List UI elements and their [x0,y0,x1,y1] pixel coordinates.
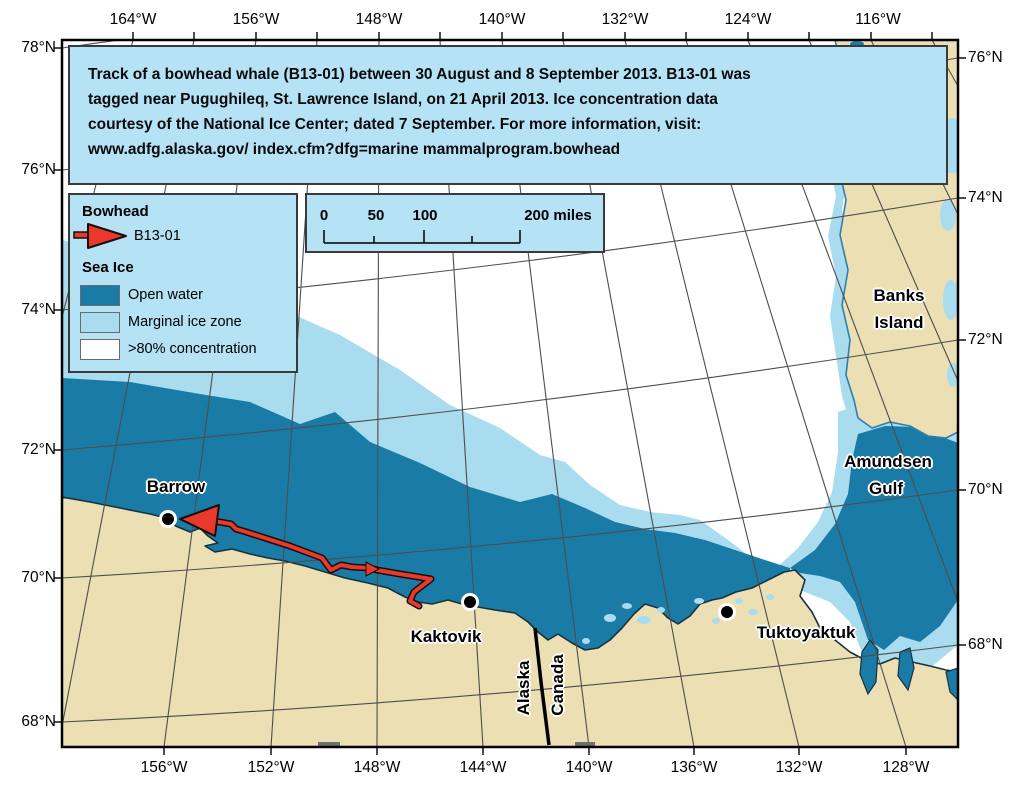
axis-label-left: 70°N [21,569,56,586]
axis-label-right: 72°N [968,331,1003,348]
axis-label-left: 78°N [21,39,56,56]
banks-coastal-water-patches [940,118,958,387]
marginal-ice-swatch [80,312,120,333]
track-legend-symbol [73,223,127,249]
banks-island-label-line2: Island [874,313,924,332]
ice-80-label: >80% concentration [128,341,257,357]
city-dots [159,510,736,621]
axis-label-top: 148°W [355,11,403,28]
scale-label-100: 100 [412,207,438,224]
open-water-label: Open water [128,287,203,303]
axis-label-top: 124°W [724,11,772,28]
axis-label-bottom: 132°W [775,759,823,776]
axis-label-left: 72°N [21,441,56,458]
tuktoyaktuk-dot [718,603,736,621]
inlet-east [897,647,915,692]
title-line: courtesy of the National Ice Center; dat… [88,116,702,134]
axis-label-left: 76°N [21,161,56,178]
scale-label-50: 50 [367,207,385,224]
axis-label-left: 74°N [21,301,56,318]
ice-80-swatch [80,339,120,360]
legend-bowhead-header: Bowhead [82,203,149,220]
whale-track-mid-arrow [365,561,381,577]
title-line: tagged near Pugughileq, St. Lawrence Isl… [88,91,718,109]
axis-label-bottom: 128°W [882,759,930,776]
scale-bar-graphic [323,230,521,244]
frame-mark-right [575,742,595,747]
marginal-ice-label: Marginal ice zone [128,314,242,330]
darnley-bay-inlet [859,638,879,696]
axis-label-right: 76°N [968,49,1003,66]
title-line: www.adfg.alaska.gov/ index.cfm?dfg=marin… [88,141,621,159]
scale-label-0: 0 [319,207,329,224]
axis-label-top: 132°W [601,11,649,28]
barrow-label: Barrow [146,477,206,496]
whale-track [179,504,435,610]
legend-seaice-header: Sea Ice [82,259,134,276]
map-frame [60,38,960,749]
canada-label: Canada [548,654,567,716]
scale-label-200: 200 miles [524,207,592,224]
axis-label-right: 70°N [968,481,1003,498]
axis-label-bottom: 136°W [670,759,718,776]
axis-label-left: 68°N [21,713,56,730]
whale-track-arrowhead [179,504,220,537]
banks-island-label-line1: Banks [873,286,925,305]
track-legend-label: B13-01 [134,228,181,244]
title-line: Track of a bowhead whale (B13-01) betwee… [88,66,751,83]
amundsen-gulf-label-line1: Amundsen [844,452,932,471]
scale-bar: 0 50 100 200 miles [305,193,605,253]
axis-ticks [54,32,966,755]
axis-label-top: 116°W [855,11,901,28]
frame-mark-left [318,742,340,747]
amundsen-gulf-label-line2: Gulf [869,479,903,498]
axis-label-right: 68°N [968,636,1003,653]
title-box: Track of a bowhead whale (B13-01) betwee… [68,45,948,185]
alaska-label: Alaska [514,660,533,716]
kaktovik-label: Kaktovik [410,627,482,646]
axis-label-bottom: 156°W [140,759,188,776]
kaktovik-dot [461,593,479,611]
alaska-canada-border-line [533,627,551,746]
inlet-right-edge [945,667,958,701]
axis-label-top: 140°W [478,11,526,28]
axis-label-top: 156°W [232,11,280,28]
axis-label-right: 74°N [968,189,1003,206]
axis-label-bottom: 148°W [353,759,401,776]
legend: Bowhead B13-01 Sea Ice Open water Margin… [68,193,298,373]
axis-label-top: 164°W [109,11,157,28]
mainland-landmass [62,496,958,747]
open-water-swatch [80,285,120,306]
tuktoyaktuk-label: Tuktoyaktuk [756,623,856,642]
axis-label-bottom: 152°W [247,759,295,776]
barrow-dot [159,510,177,528]
whale-track-line [212,519,433,608]
axis-label-bottom: 140°W [565,759,613,776]
amundsen-gulf-water [790,426,958,650]
mackenzie-delta-lakes [582,594,774,644]
axis-label-bottom: 144°W [459,759,507,776]
